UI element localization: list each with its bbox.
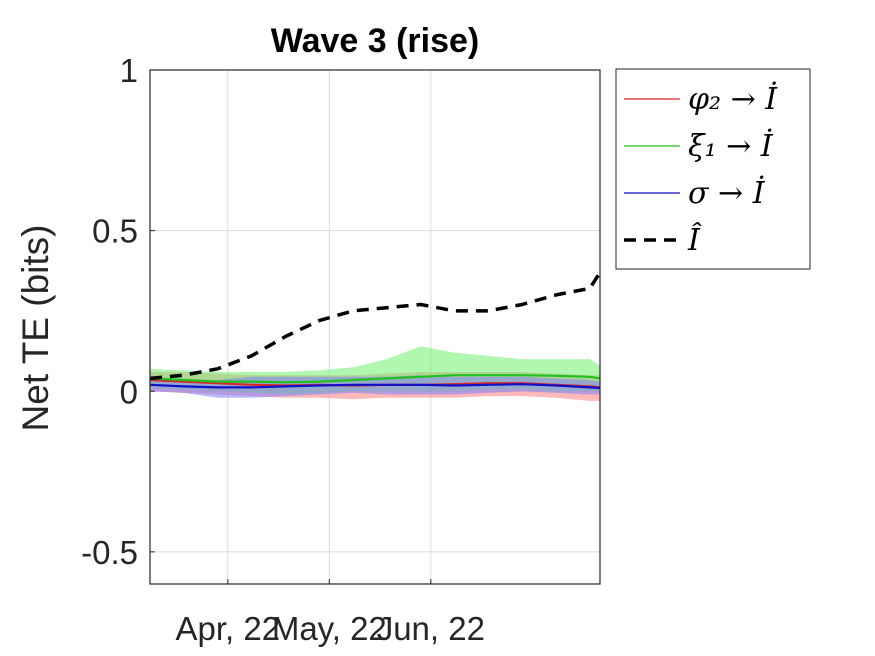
y-tick-label: 0.5 (92, 213, 138, 250)
legend-label: φ₂ → İ (688, 81, 778, 117)
y-tick-label: 0 (120, 373, 138, 410)
y-tick-label: 1 (120, 52, 138, 89)
x-tick-label: Jun, 22 (377, 610, 485, 647)
series-line-2 (149, 383, 601, 390)
legend-box (615, 68, 811, 270)
y-axis-label: Net TE (bits) (15, 225, 56, 432)
x-tick-label: May, 22 (272, 610, 387, 647)
series-lines (149, 271, 602, 390)
legend-label: σ → İ (688, 175, 766, 211)
legend: φ₂ → İ ξ₁ → İ σ → İ Î (615, 68, 811, 270)
series-line-1 (149, 374, 601, 384)
y-tick-label: -0.5 (81, 534, 138, 571)
chart-title: Wave 3 (rise) (271, 22, 480, 60)
legend-label: Î (687, 222, 702, 258)
x-tick-label: Apr, 22 (176, 610, 281, 647)
axes-box (149, 69, 601, 585)
confidence-bands (150, 346, 600, 401)
grid (150, 69, 600, 584)
legend-label: ξ₁ → İ (688, 128, 774, 164)
series-line-3 (149, 271, 602, 381)
